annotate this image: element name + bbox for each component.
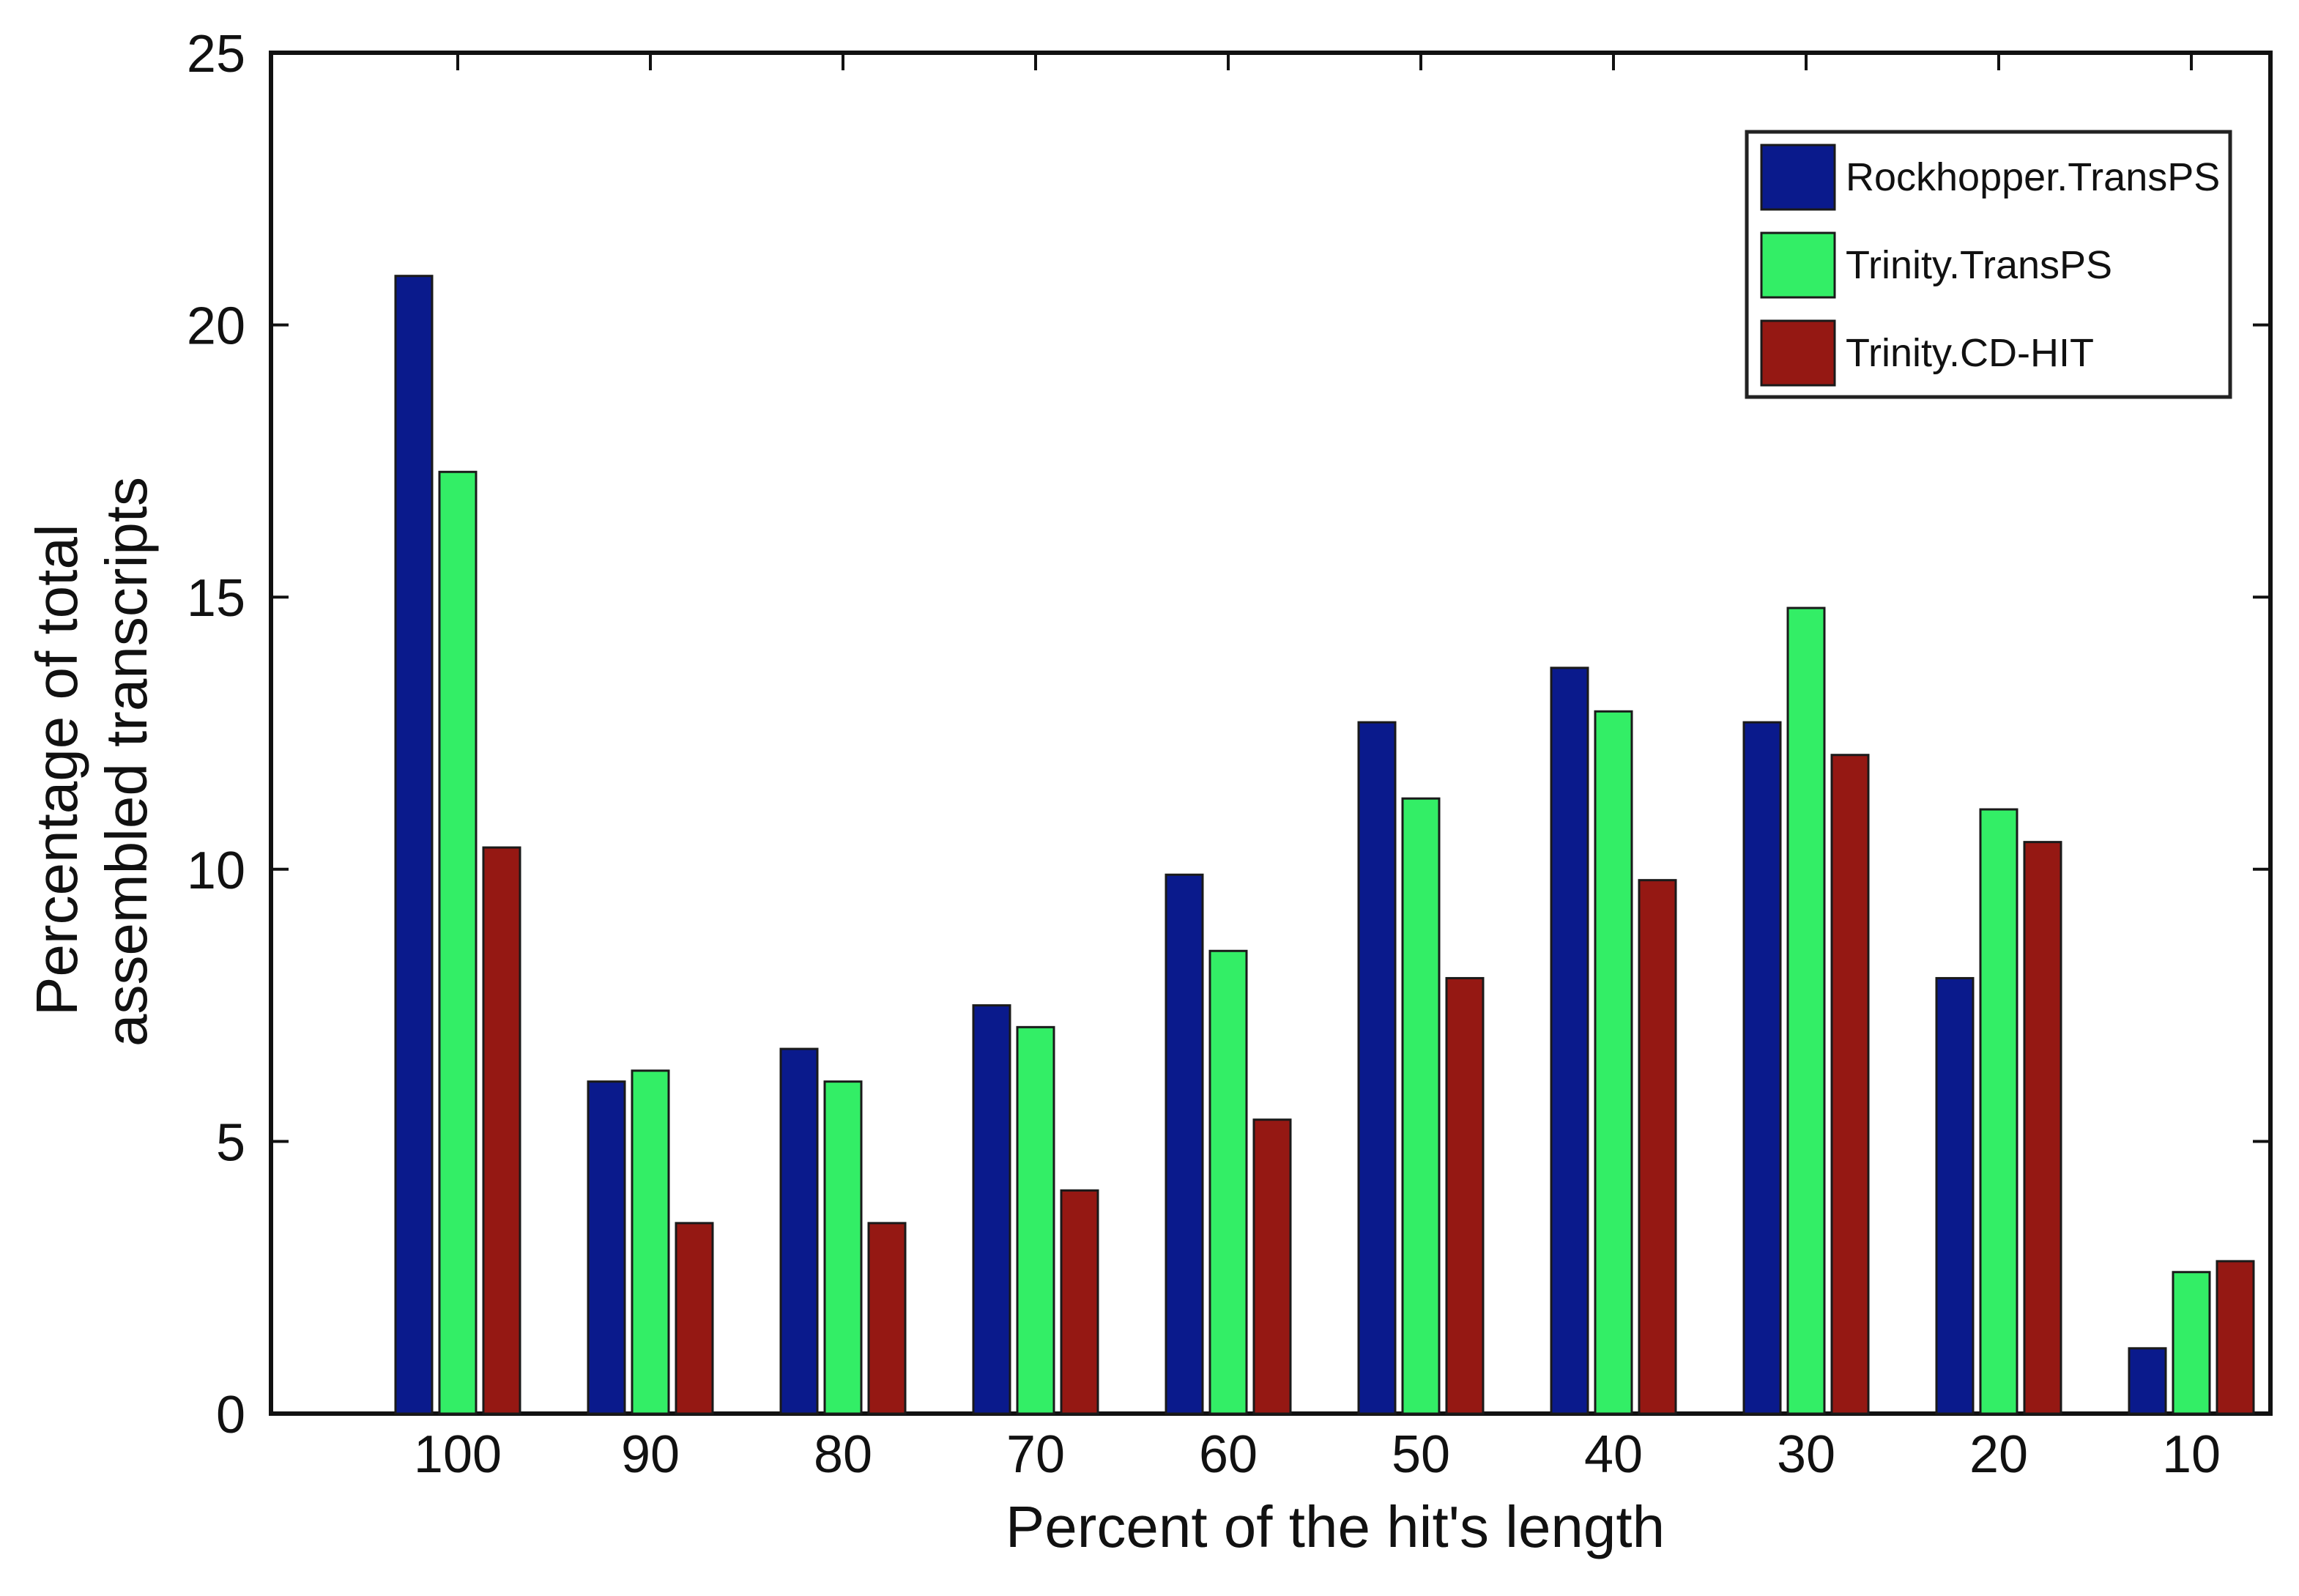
bar-rockhopper-transps-90	[587, 1080, 626, 1415]
legend-label: Trinity.TransPS	[1846, 243, 2112, 287]
legend-label: Trinity.CD-HIT	[1846, 331, 2094, 375]
bar-trinity-cd-hit-100	[482, 846, 521, 1415]
bar-trinity-transps-100	[438, 470, 478, 1415]
bar-trinity-cd-hit-70	[1060, 1189, 1099, 1415]
bar-trinity-transps-80	[823, 1080, 863, 1415]
x-tick-label: 20	[1969, 1425, 2028, 1484]
bar-rockhopper-transps-70	[972, 1004, 1011, 1415]
y-tick-labels: 0 5 10 15 20 25	[187, 25, 245, 1444]
bar-trinity-transps-20	[1979, 808, 2018, 1415]
bar-trinity-transps-30	[1786, 606, 1826, 1415]
x-axis-title: Percent of the hit's length	[1006, 1494, 1665, 1559]
bar-trinity-transps-70	[1016, 1025, 1055, 1415]
bar-trinity-transps-10	[2172, 1271, 2211, 1415]
x-tick-label: 80	[814, 1425, 872, 1484]
bar-trinity-cd-hit-40	[1638, 879, 1677, 1415]
bar-trinity-cd-hit-90	[675, 1222, 714, 1415]
legend: Rockhopper.TransPS Trinity.TransPS Trinity…	[1745, 130, 2232, 399]
bar-trinity-transps-90	[631, 1069, 670, 1415]
y-tick-label: 0	[216, 1386, 245, 1444]
legend-swatch	[1760, 231, 1836, 299]
bars-group	[394, 275, 2255, 1415]
bar-trinity-cd-hit-80	[867, 1222, 907, 1415]
bar-trinity-cd-hit-30	[1830, 754, 1870, 1415]
bar-trinity-cd-hit-10	[2216, 1260, 2255, 1415]
x-tick-label: 30	[1777, 1425, 1835, 1484]
x-tick-labels: 100 90 80 70 60 50 40 30 20 10	[414, 1425, 2221, 1484]
x-tick-label: 60	[1199, 1425, 1258, 1484]
y-tick-label: 25	[187, 25, 245, 83]
bar-trinity-cd-hit-20	[2023, 841, 2062, 1415]
bar-rockhopper-transps-20	[1935, 976, 1975, 1415]
y-tick-label: 15	[187, 569, 245, 628]
legend-swatch	[1760, 319, 1836, 387]
bar-trinity-transps-50	[1401, 797, 1441, 1415]
bar-trinity-cd-hit-50	[1445, 976, 1485, 1415]
bar-trinity-transps-40	[1594, 710, 1633, 1415]
bar-rockhopper-transps-30	[1742, 721, 1782, 1415]
bar-rockhopper-transps-100	[394, 275, 434, 1415]
x-tick-label: 10	[2162, 1425, 2221, 1484]
bar-trinity-cd-hit-60	[1252, 1118, 1292, 1415]
bar-rockhopper-transps-40	[1550, 667, 1589, 1415]
bar-trinity-transps-60	[1208, 949, 1248, 1415]
bar-rockhopper-transps-60	[1165, 873, 1204, 1415]
x-tick-label: 70	[1006, 1425, 1065, 1484]
bar-rockhopper-transps-80	[779, 1047, 819, 1415]
x-tick-label: 50	[1392, 1425, 1450, 1484]
x-tick-label: 100	[414, 1425, 502, 1484]
y-tick-label: 5	[216, 1113, 245, 1172]
x-tick-label: 40	[1584, 1425, 1643, 1484]
y-tick-label: 10	[187, 842, 245, 900]
bar-rockhopper-transps-50	[1357, 721, 1397, 1415]
y-axis-title: Percentage of total assembled transcript…	[24, 477, 159, 1047]
legend-swatch	[1760, 144, 1836, 211]
y-axis-title-line-1: Percentage of total	[24, 524, 89, 1016]
bar-rockhopper-transps-10	[2128, 1347, 2167, 1415]
x-tick-label: 90	[621, 1425, 680, 1484]
y-tick-label: 20	[187, 297, 245, 356]
legend-label: Rockhopper.TransPS	[1846, 155, 2220, 199]
y-axis-title-line-2: assembled transcripts	[94, 477, 159, 1047]
